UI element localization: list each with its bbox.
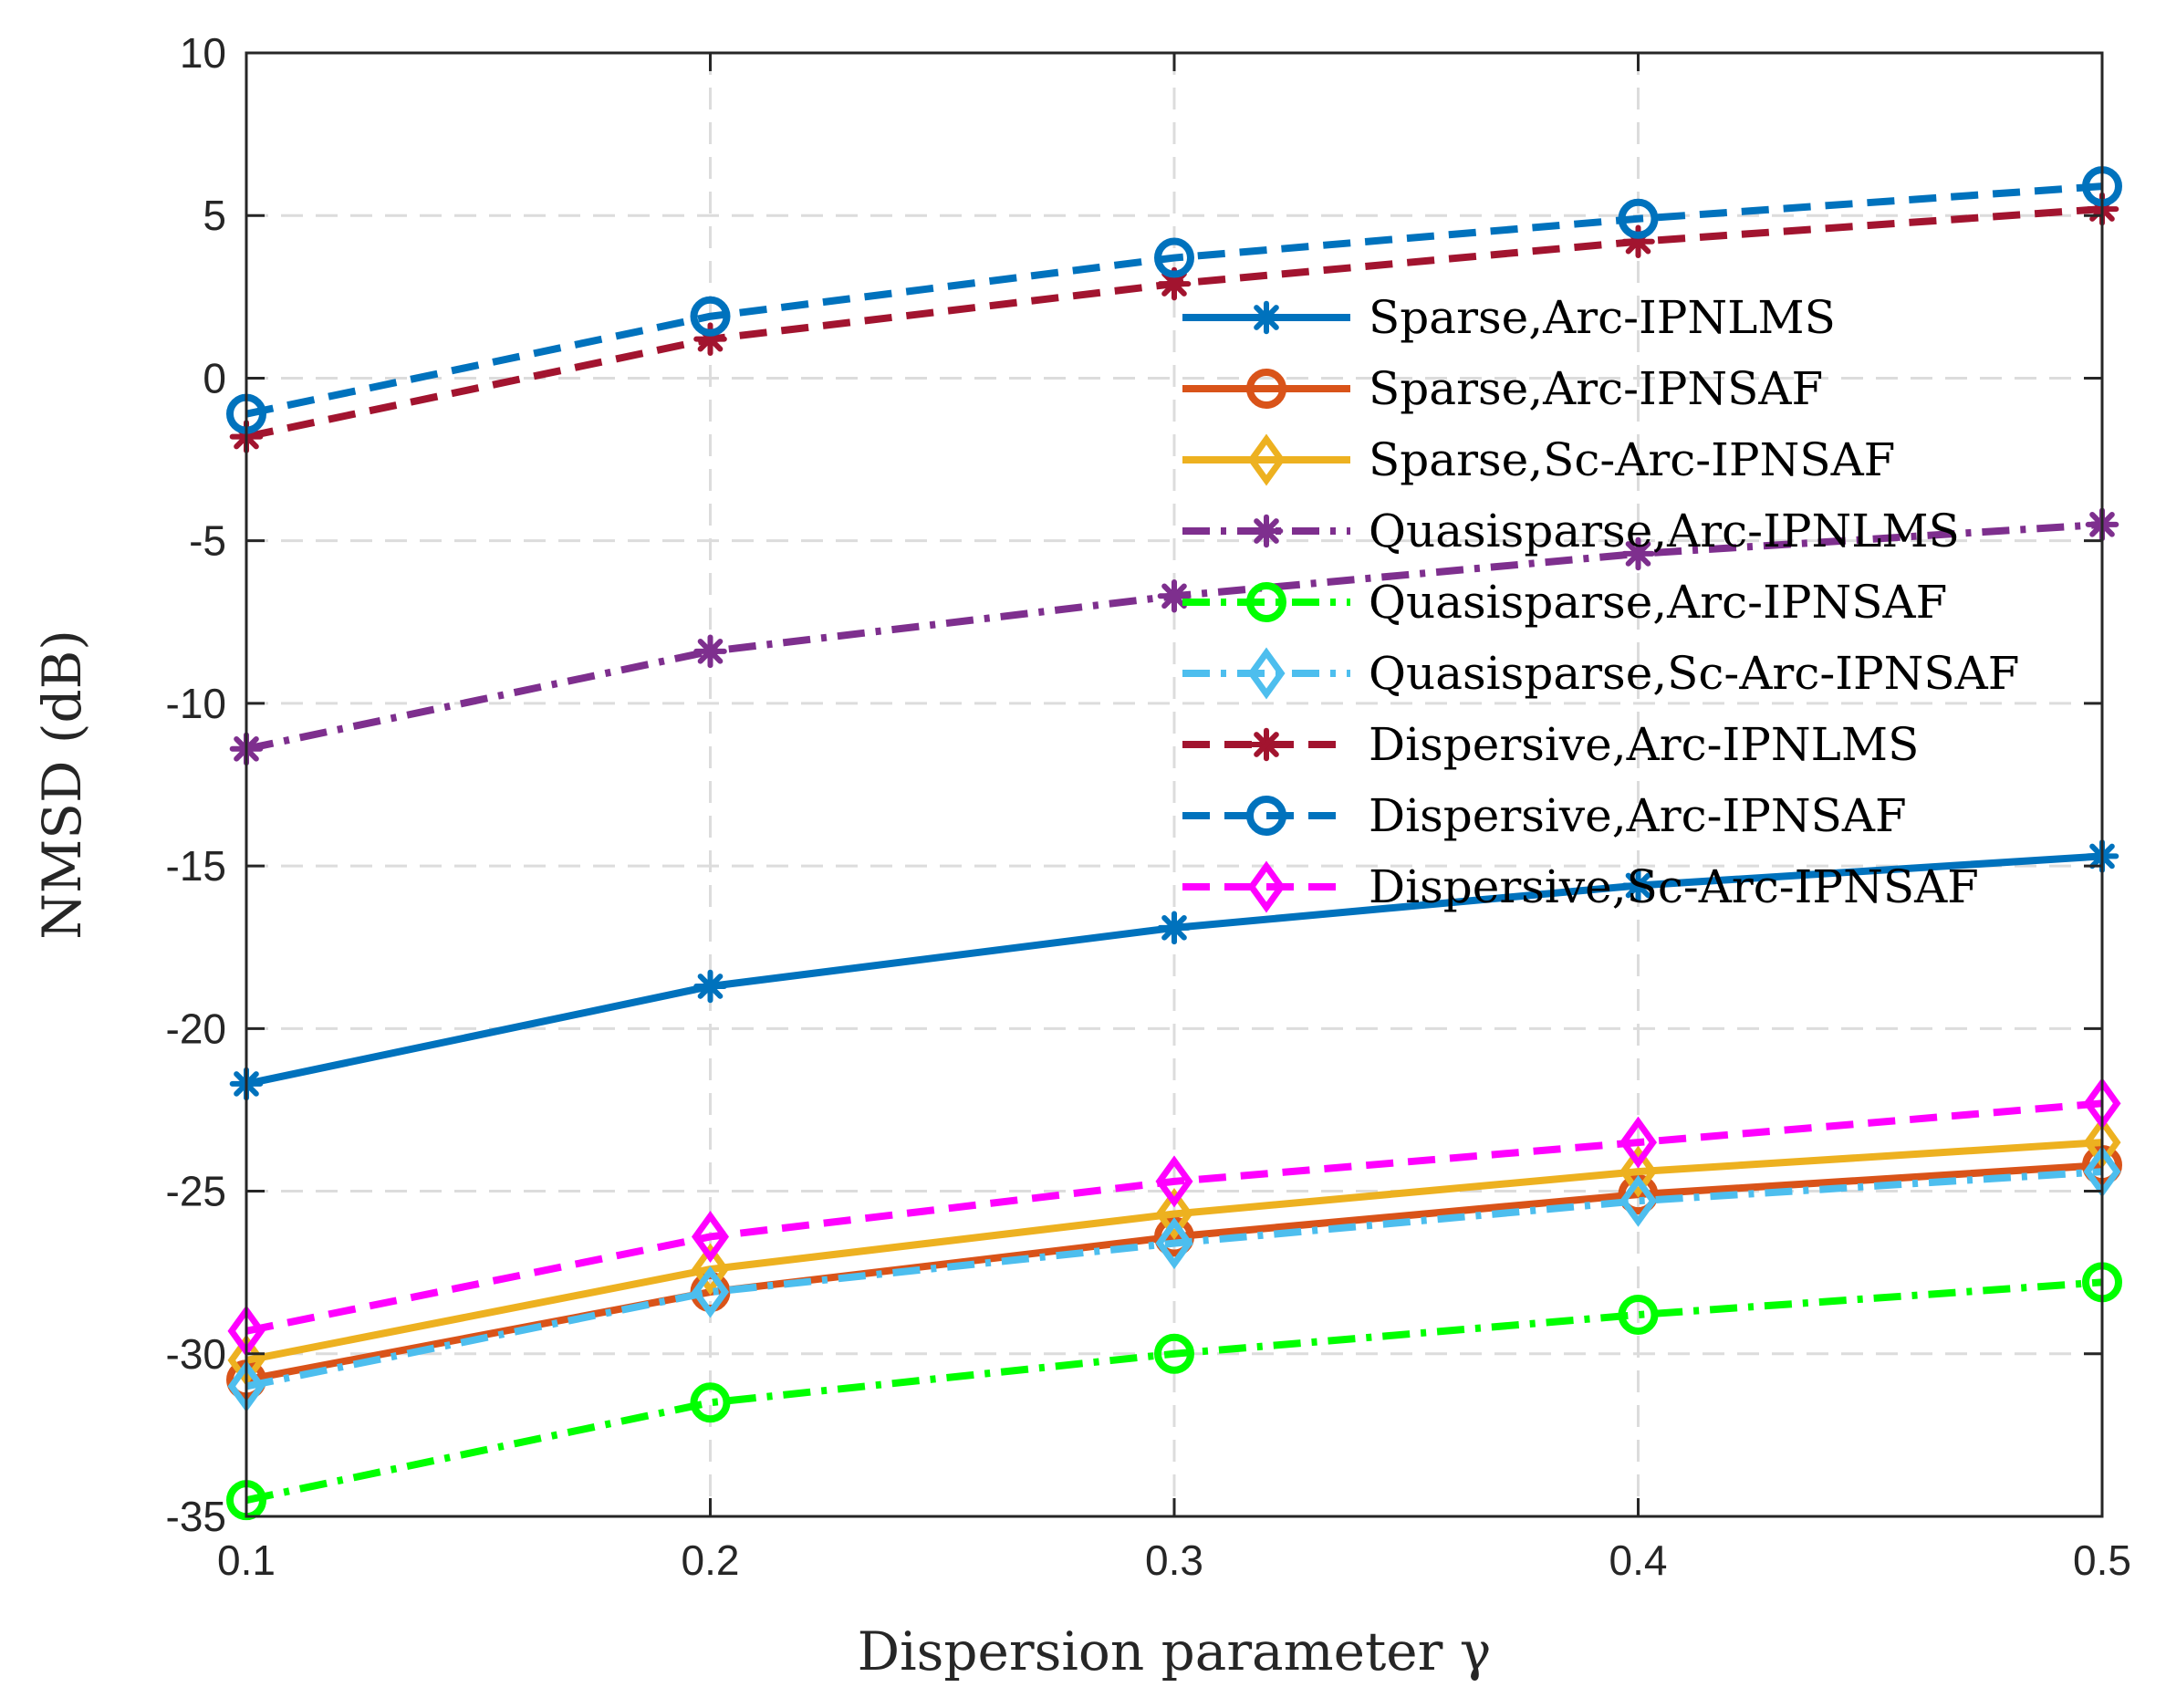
y-tick-label: 0 [203,354,226,401]
data-point-marker [693,969,727,1004]
data-point-marker [1618,198,1659,239]
x-tick-label: 0.4 [1609,1536,1668,1584]
data-point-marker [691,1243,730,1296]
legend-marker [1249,300,1284,335]
legend-label: Dispersive,Arc-IPNLMS [1369,718,1919,771]
data-point-marker [1157,911,1192,945]
series-line [245,1139,2103,1364]
legend-entry: Dispersive,Arc-IPNSAF [1182,789,1907,842]
data-point-marker [1619,1174,1658,1227]
data-point-marker [1155,1188,1193,1241]
y-tick-label: 10 [180,29,226,77]
x-axis-title: Dispersion parameter γ [858,1620,1492,1682]
x-tick-label: 0.2 [682,1536,740,1584]
x-tick-label: 0.5 [2073,1536,2131,1584]
data-point-marker [691,1265,730,1318]
legend-entry: Sparse,Arc-IPNSAF [1182,362,1823,415]
legend-entry: Dispersive,Arc-IPNLMS [1182,718,1919,771]
y-tick-label: -15 [166,842,226,890]
legend-marker [1247,433,1286,486]
data-point-marker [1154,1333,1194,1374]
x-tick-label: 0.1 [217,1536,276,1584]
data-point-marker [1621,869,1655,902]
tick-layer: 0.1 0.2 0.3 0.4 0.5 10 5 0 -5 -10 -15 -20 -25 -30 -35 [166,29,2131,1584]
x-tick-label: 0.3 [1145,1536,1203,1584]
legend-entry: Quasisparse,Arc-IPNSAF [1182,576,1947,629]
legend-label: Sparse,Arc-IPNLMS [1369,291,1836,344]
y-tick-label: -20 [166,1005,226,1052]
legend-label: Quasisparse,Arc-IPNLMS [1369,505,1960,557]
series-line [245,1168,2103,1390]
data-point-marker [1618,1295,1659,1336]
y-axis-title: NMSD (dB) [31,630,93,940]
data-point-marker [1619,1116,1658,1169]
legend-label: Dispersive,Arc-IPNSAF [1369,789,1907,842]
data-point-marker [1155,1217,1193,1270]
legend-entry: Sparse,Arc-IPNLMS [1182,291,1836,344]
legend-marker [1246,796,1286,836]
legend-marker [1246,369,1286,409]
legend-marker [1249,727,1284,762]
y-tick-label: -25 [166,1168,226,1215]
data-point-marker [690,1382,731,1423]
y-tick-label: 5 [203,192,226,239]
series-line [245,182,2103,418]
legend-entry: Quasisparse,Sc-Arc-IPNSAF [1182,647,2019,700]
data-point-marker [1621,536,1655,571]
legend-entry: Quasisparse,Arc-IPNLMS [1182,505,1960,557]
data-point-marker [690,296,731,337]
legend-label: Quasisparse,Sc-Arc-IPNSAF [1369,647,2019,700]
data-point-marker [691,1210,730,1263]
y-tick-label: -5 [189,517,226,565]
legend-label: Sparse,Sc-Arc-IPNSAF [1369,433,1895,486]
legend-marker [1247,860,1286,913]
legend-marker [1246,582,1286,622]
series-2 [227,1116,2121,1387]
series-line [245,1278,2103,1505]
data-point-marker [1155,1155,1193,1208]
legend-marker [1247,647,1286,700]
data-point-marker [693,634,727,669]
data-point-marker [1619,1145,1658,1198]
y-tick-label: -30 [166,1330,226,1378]
data-point-marker [1157,578,1192,613]
y-tick-label: -35 [166,1493,226,1540]
data-point-marker [1154,237,1194,278]
legend-label: Sparse,Arc-IPNSAF [1369,362,1823,415]
series-7 [226,166,2122,434]
series-5 [227,1145,2121,1412]
legend-entry: Dispersive,Sc-Arc-IPNSAF [1182,860,1979,913]
legend-label: Quasisparse,Arc-IPNSAF [1369,576,1947,629]
y-tick-label: -10 [166,680,226,727]
series-line [245,1099,2103,1335]
legend: Sparse,Arc-IPNLMS Sparse,Arc-IPNSAF Sparse… [1182,291,2019,913]
legend-marker [1249,514,1284,548]
legend-label: Dispersive,Sc-Arc-IPNSAF [1369,860,1979,913]
legend-entry: Sparse,Sc-Arc-IPNSAF [1182,433,1895,486]
